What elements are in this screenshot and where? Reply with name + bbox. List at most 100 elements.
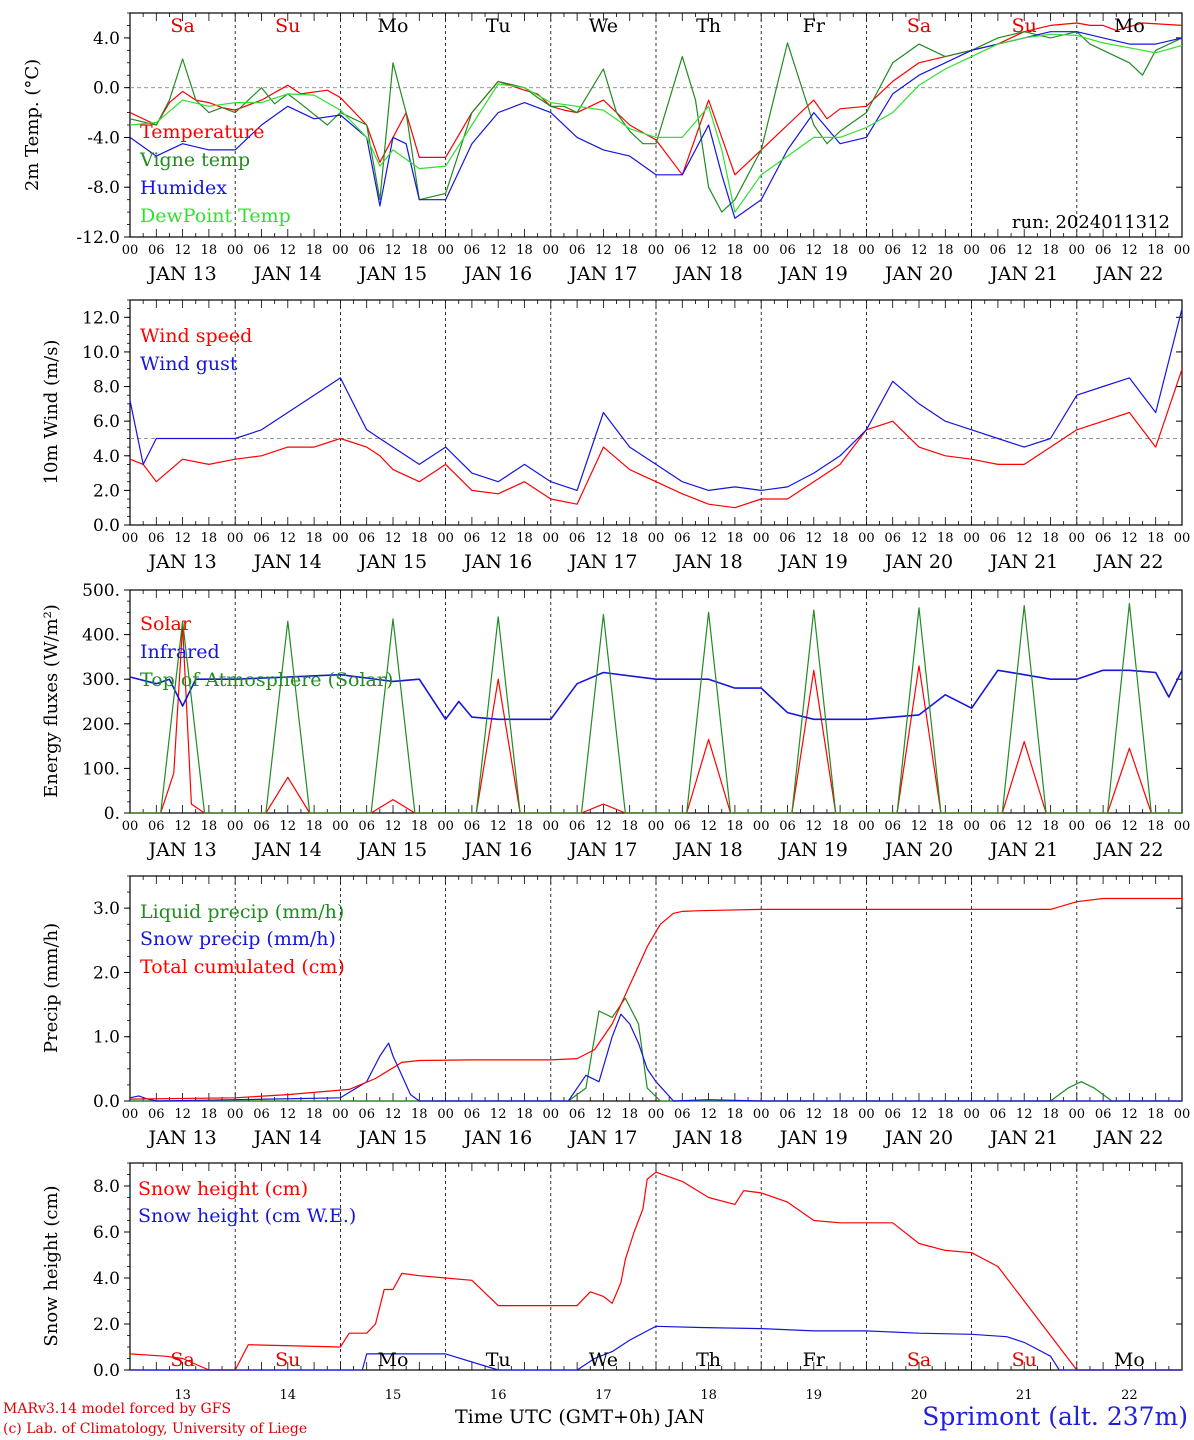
date-label: JAN 19: [778, 1127, 848, 1149]
hour-label: 12: [806, 531, 823, 546]
hour-label: 12: [700, 1107, 717, 1122]
hour-label: 12: [385, 1107, 402, 1122]
hour-label: 06: [569, 243, 586, 258]
hour-label: 12: [595, 1107, 612, 1122]
hour-label: 18: [832, 1107, 849, 1122]
hour-label: 12: [1016, 819, 1033, 834]
weekday-label: Tu: [486, 1349, 511, 1371]
hour-label: 06: [674, 819, 691, 834]
hour-label: 00: [648, 243, 665, 258]
y-axis-label: 10m Wind (m/s): [41, 340, 62, 485]
hour-label: 00: [543, 819, 560, 834]
weekday-label: Sa: [170, 15, 194, 37]
y-tick-label: 10.0: [82, 343, 120, 363]
weekday-label: Su: [275, 1349, 300, 1371]
legend-entry: Humidex: [140, 177, 227, 199]
y-tick-label: 4.0: [93, 1269, 120, 1289]
hour-label: 06: [1095, 1107, 1112, 1122]
hour-label: 06: [779, 819, 796, 834]
date-label: JAN 21: [988, 839, 1058, 861]
hour-label: 00: [1174, 243, 1191, 258]
hour-label: 00: [332, 819, 349, 834]
date-label: JAN 17: [567, 1127, 637, 1149]
hour-label: 00: [963, 531, 980, 546]
hour-label: 00: [543, 243, 560, 258]
day-number: 21: [1016, 1388, 1033, 1403]
hour-label: 18: [201, 819, 218, 834]
hour-label: 18: [621, 1107, 638, 1122]
hour-label: 18: [727, 531, 744, 546]
hour-label: 06: [1095, 243, 1112, 258]
day-number: 14: [280, 1388, 297, 1403]
hour-label: 12: [280, 819, 297, 834]
series-line-green: [130, 602, 1182, 814]
weekday-label: Sa: [907, 1349, 931, 1371]
model-credit: MARv3.14 model forced by GFS: [3, 1401, 232, 1417]
hour-label: 18: [727, 243, 744, 258]
date-label: JAN 19: [778, 839, 848, 861]
legend-entry: Infrared: [140, 641, 220, 663]
hour-label: 18: [306, 243, 323, 258]
hour-label: 18: [832, 243, 849, 258]
hour-label: 06: [253, 1107, 270, 1122]
hour-label: 12: [174, 1107, 191, 1122]
weekday-label: Mo: [378, 15, 409, 37]
weekday-label: Mo: [1114, 15, 1145, 37]
legend-entry: Temperature: [140, 121, 264, 143]
hour-label: 06: [358, 819, 375, 834]
legend-entry: Liquid precip (mm/h): [140, 901, 344, 923]
y-axis-label: Snow height (cm): [41, 1185, 62, 1346]
date-label: JAN 18: [673, 839, 743, 861]
hour-label: 18: [832, 531, 849, 546]
date-label: JAN 15: [357, 839, 427, 861]
hour-label: 12: [490, 1107, 507, 1122]
hour-label: 18: [306, 819, 323, 834]
hour-label: 12: [174, 243, 191, 258]
date-label: JAN 17: [567, 263, 637, 285]
weekday-label: Su: [1012, 1349, 1037, 1371]
series-line-blue: [130, 1325, 1182, 1371]
hour-label: 12: [595, 243, 612, 258]
y-axis-label: Precip (mm/h): [41, 923, 62, 1053]
date-label: JAN 13: [147, 1127, 217, 1149]
plot-frame: [129, 12, 1183, 238]
y-tick-label: -4.0: [87, 128, 120, 148]
series-line-red: [129, 897, 1182, 1100]
series-line-green: [129, 31, 1183, 213]
hour-label: 06: [884, 243, 901, 258]
hour-label: 06: [779, 243, 796, 258]
date-label: JAN 17: [567, 839, 637, 861]
weekday-label: Su: [275, 15, 300, 37]
hour-label: 06: [464, 1107, 481, 1122]
hour-label: 06: [569, 531, 586, 546]
y-tick-label: 0.0: [93, 1361, 120, 1381]
day-number: 19: [806, 1388, 823, 1403]
y-tick-label: -8.0: [87, 178, 120, 198]
y-tick-label: 0.0: [93, 1092, 120, 1112]
day-number: 22: [1121, 1388, 1138, 1403]
day-number: 18: [700, 1388, 717, 1403]
date-label: JAN 21: [988, 263, 1058, 285]
hour-label: 18: [1147, 243, 1164, 258]
y-tick-label: 2.0: [93, 1315, 120, 1335]
hour-label: 18: [937, 531, 954, 546]
y-tick-label: 300.: [82, 670, 120, 690]
weekday-label: Fr: [803, 15, 826, 37]
weekday-label: Th: [696, 1349, 721, 1371]
legend-entry: Solar: [140, 613, 192, 635]
hour-label: 18: [411, 531, 428, 546]
hour-label: 00: [543, 531, 560, 546]
hour-label: 00: [543, 1107, 560, 1122]
hour-label: 12: [490, 819, 507, 834]
hour-label: 00: [1069, 531, 1086, 546]
hour-label: 06: [569, 1107, 586, 1122]
hour-label: 06: [884, 819, 901, 834]
hour-label: 00: [963, 243, 980, 258]
hour-label: 18: [516, 243, 533, 258]
day-number: 13: [174, 1388, 191, 1403]
hour-label: 06: [674, 243, 691, 258]
hour-label: 18: [937, 1107, 954, 1122]
hour-label: 00: [1174, 1107, 1191, 1122]
hour-label: 06: [358, 1107, 375, 1122]
